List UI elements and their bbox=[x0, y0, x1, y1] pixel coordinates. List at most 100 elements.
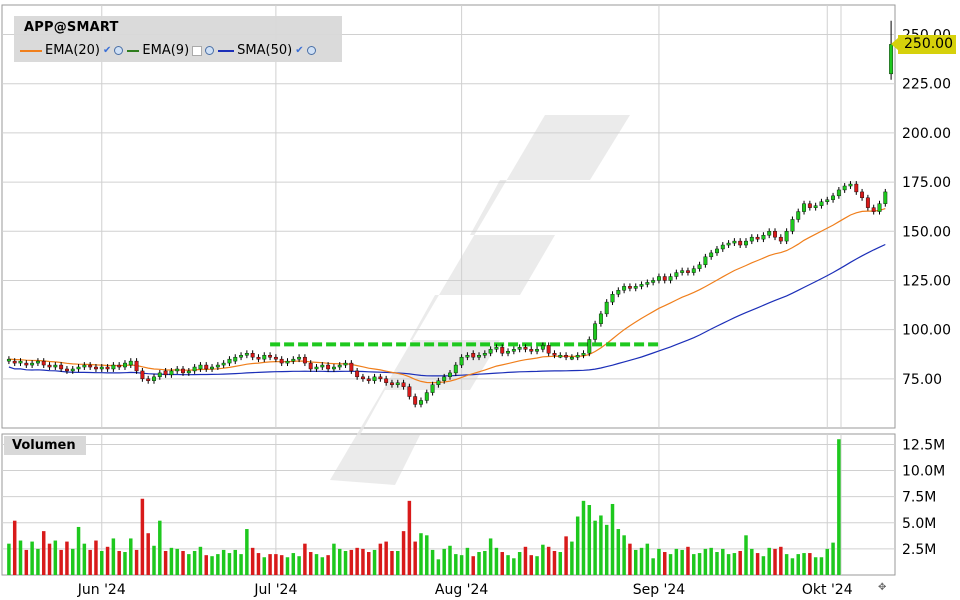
candle-body bbox=[204, 364, 209, 370]
candle-body bbox=[157, 372, 162, 378]
last-price-tag: 250.00 bbox=[891, 35, 956, 54]
volume-bar bbox=[134, 549, 139, 575]
candle-body bbox=[796, 211, 801, 220]
volume-bar bbox=[628, 543, 632, 575]
volume-bar bbox=[633, 549, 638, 575]
candle-body bbox=[604, 301, 609, 315]
candle-body bbox=[715, 248, 719, 254]
check-icon[interactable]: ✔ bbox=[295, 45, 304, 56]
candle-body bbox=[778, 236, 783, 242]
volume-bar bbox=[604, 524, 609, 575]
candle-body bbox=[291, 358, 296, 362]
candle-body bbox=[308, 362, 313, 370]
legend-item-ema9[interactable]: EMA(9) bbox=[127, 43, 215, 58]
hidden-box-icon[interactable] bbox=[192, 45, 203, 56]
candle-body bbox=[378, 376, 383, 380]
volume-bar bbox=[384, 541, 388, 575]
candle-body bbox=[314, 366, 319, 370]
y-tick-label: 125.00 bbox=[902, 273, 951, 289]
volume-bar bbox=[750, 548, 754, 575]
candle-body bbox=[233, 356, 238, 362]
scroll-end-icon[interactable]: ✥ bbox=[878, 582, 887, 593]
volume-bar bbox=[581, 500, 586, 575]
volume-bar bbox=[175, 548, 179, 575]
legend-item-sma50[interactable]: SMA(50) ✔ bbox=[218, 43, 316, 58]
volume-bar bbox=[494, 547, 499, 575]
candle-body bbox=[767, 231, 772, 236]
candle-body bbox=[262, 355, 267, 360]
volume-bar bbox=[187, 554, 191, 575]
candle-body bbox=[807, 203, 812, 208]
candle-body bbox=[384, 378, 389, 383]
volume-bar bbox=[761, 556, 766, 575]
volume-bar bbox=[721, 548, 725, 575]
volume-tick-label: 10.0M bbox=[902, 464, 945, 480]
candle-body bbox=[813, 205, 818, 208]
candle-body bbox=[477, 355, 481, 358]
volume-bar bbox=[692, 554, 696, 575]
candle-body bbox=[865, 197, 870, 208]
candle-body bbox=[152, 376, 156, 381]
candle-body bbox=[802, 203, 806, 212]
volume-bar bbox=[279, 555, 284, 575]
globe-icon[interactable] bbox=[306, 46, 316, 55]
volume-bar bbox=[454, 554, 458, 575]
volume-bar bbox=[407, 500, 412, 575]
globe-icon[interactable] bbox=[114, 46, 124, 55]
candle-body bbox=[558, 355, 563, 358]
candle-body bbox=[877, 203, 882, 212]
globe-icon[interactable] bbox=[205, 46, 215, 55]
candle-body bbox=[471, 353, 476, 358]
legend-item-ema20[interactable]: EMA(20) ✔ bbox=[20, 43, 124, 58]
volume-bar bbox=[355, 547, 359, 575]
volume-bar bbox=[245, 529, 249, 575]
y-tick-label: 175.00 bbox=[902, 175, 951, 191]
candle-body bbox=[331, 366, 336, 370]
candle-body bbox=[500, 347, 505, 354]
candle-body bbox=[413, 396, 418, 405]
candle-body bbox=[860, 191, 865, 199]
sma50-line bbox=[8, 243, 886, 377]
candle-body bbox=[343, 362, 348, 366]
volume-bar bbox=[233, 549, 237, 575]
candle-body bbox=[709, 252, 714, 258]
volume-bar bbox=[158, 520, 162, 575]
volume-bar bbox=[88, 549, 92, 575]
volume-bar bbox=[459, 555, 464, 575]
candle-body bbox=[836, 189, 841, 197]
candle-body bbox=[401, 382, 406, 387]
candle-body bbox=[82, 364, 87, 368]
candle-body bbox=[593, 323, 598, 340]
volume-bar bbox=[343, 550, 348, 575]
candle-body bbox=[256, 356, 261, 360]
volume-bar bbox=[755, 553, 760, 575]
x-tick-label: Jun '24 bbox=[77, 582, 126, 598]
legend-ema9-label: EMA(9) bbox=[142, 43, 190, 58]
candle-body bbox=[424, 392, 429, 401]
volume-bar bbox=[564, 536, 568, 575]
volume-bar bbox=[419, 533, 423, 575]
candle-body bbox=[349, 362, 354, 372]
volume-bar bbox=[372, 549, 377, 575]
volume-bar bbox=[535, 556, 539, 575]
volume-bar bbox=[448, 545, 452, 575]
volume-bar bbox=[30, 541, 34, 575]
candle-body bbox=[540, 345, 545, 350]
candle-body bbox=[297, 356, 302, 360]
y-tick-label: 225.00 bbox=[902, 77, 951, 93]
volume-bar bbox=[819, 557, 824, 575]
volume-tick-label: 2.5M bbox=[902, 542, 936, 558]
candle-body bbox=[128, 360, 133, 366]
candle-body bbox=[581, 353, 586, 356]
check-icon[interactable]: ✔ bbox=[103, 45, 112, 56]
candle-body bbox=[622, 286, 627, 291]
candle-body bbox=[703, 256, 708, 265]
volume-bar bbox=[105, 546, 110, 575]
volume-bar bbox=[163, 550, 168, 575]
candle-body bbox=[285, 360, 290, 364]
candle-body bbox=[279, 358, 284, 364]
volume-bar bbox=[784, 554, 789, 575]
volume-bar bbox=[425, 535, 429, 575]
candle-body bbox=[436, 380, 441, 385]
